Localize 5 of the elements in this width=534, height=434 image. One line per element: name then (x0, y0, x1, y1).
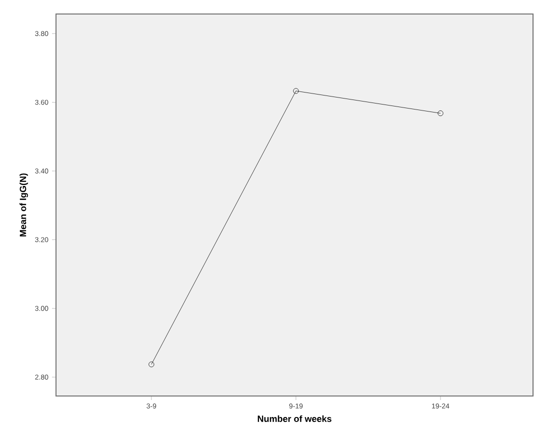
point (438, 110, 444, 116)
y-axis-title: Mean of IgG(N) (20, 173, 28, 236)
point (148, 362, 154, 368)
point (293, 88, 299, 94)
x-axis-title: Number of weeks (258, 415, 332, 422)
